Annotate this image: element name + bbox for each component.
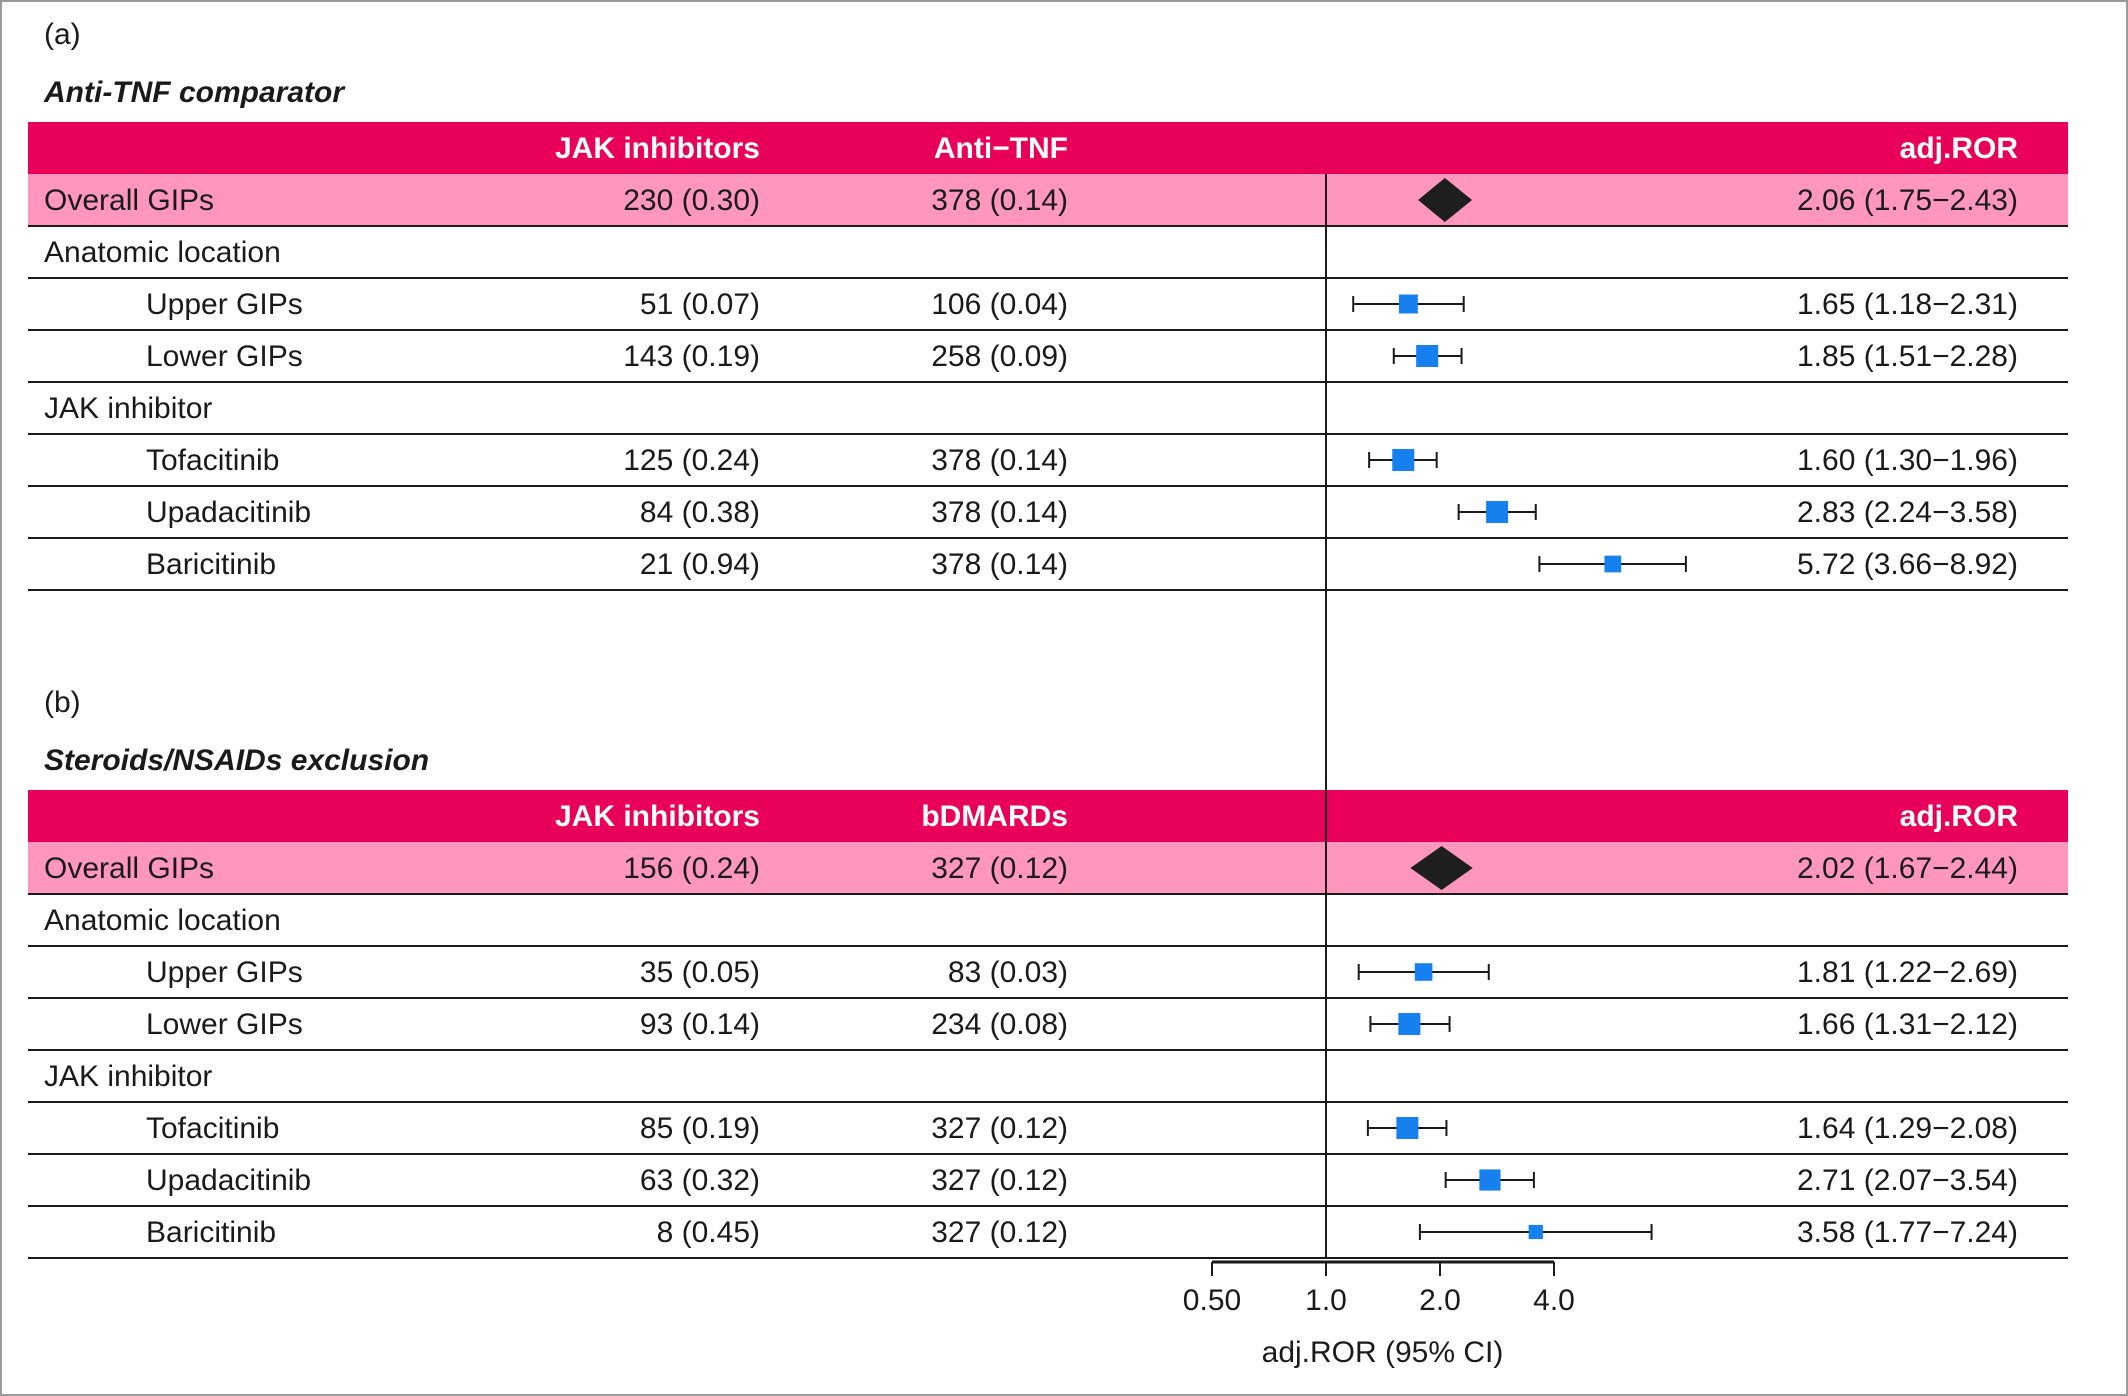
estimate-marker xyxy=(1398,294,1418,314)
ror-value: 1.64 (1.29−2.08) xyxy=(1797,1112,2018,1145)
x-tick-label: 0.50 xyxy=(1183,1284,1241,1317)
column-header-comparator: bDMARDs xyxy=(921,800,1068,833)
row-label: Baricitinib xyxy=(146,1216,276,1249)
jak-count: 35 (0.05) xyxy=(640,956,760,989)
ror-value: 1.85 (1.51−2.28) xyxy=(1797,340,2018,373)
column-header-ror: adj.ROR xyxy=(1900,132,2019,165)
estimate-marker xyxy=(1414,963,1433,981)
comparator-count: 378 (0.14) xyxy=(931,184,1068,217)
jak-count: 93 (0.14) xyxy=(640,1008,760,1041)
ror-value: 3.58 (1.77−7.24) xyxy=(1797,1216,2018,1249)
comparator-count: 327 (0.12) xyxy=(931,852,1068,885)
row-label: Tofacitinib xyxy=(146,444,279,477)
comparator-count: 234 (0.08) xyxy=(931,1008,1068,1041)
row-label: Overall GIPs xyxy=(44,184,214,217)
jak-count: 51 (0.07) xyxy=(640,288,760,321)
jak-count: 63 (0.32) xyxy=(640,1164,760,1197)
ror-value: 2.06 (1.75−2.43) xyxy=(1797,184,2018,217)
overall-diamond xyxy=(1410,846,1473,890)
overall-row-band xyxy=(28,842,2068,894)
comparator-count: 83 (0.03) xyxy=(948,956,1068,989)
comparator-count: 378 (0.14) xyxy=(931,548,1068,581)
jak-count: 85 (0.19) xyxy=(640,1112,760,1145)
ror-value: 1.66 (1.31−2.12) xyxy=(1797,1008,2018,1041)
estimate-marker xyxy=(1392,449,1415,471)
row-label: Baricitinib xyxy=(146,548,276,581)
overall-diamond xyxy=(1418,178,1473,222)
comparator-count: 378 (0.14) xyxy=(931,496,1068,529)
estimate-marker xyxy=(1528,1224,1543,1240)
x-tick-label: 4.0 xyxy=(1533,1284,1575,1317)
comparator-count: 258 (0.09) xyxy=(931,340,1068,373)
panel-label: (a) xyxy=(44,18,81,51)
table-header-bar xyxy=(28,790,2068,842)
estimate-marker xyxy=(1398,1013,1421,1035)
panel-title: Steroids/NSAIDs exclusion xyxy=(44,744,429,777)
jak-count: 230 (0.30) xyxy=(623,184,760,217)
row-label: Upadacitinib xyxy=(146,1164,311,1197)
row-label: Lower GIPs xyxy=(146,1008,303,1041)
ror-value: 2.71 (2.07−3.54) xyxy=(1797,1164,2018,1197)
x-axis-label: adj.ROR (95% CI) xyxy=(1262,1336,1504,1369)
panel-label: (b) xyxy=(44,686,81,719)
x-tick-label: 2.0 xyxy=(1419,1284,1461,1317)
group-label: Anatomic location xyxy=(44,236,281,269)
estimate-marker xyxy=(1479,1169,1501,1191)
estimate-marker xyxy=(1396,1117,1419,1139)
estimate-marker xyxy=(1604,555,1622,573)
estimate-marker xyxy=(1486,501,1509,523)
comparator-count: 106 (0.04) xyxy=(931,288,1068,321)
column-header-jak: JAK inhibitors xyxy=(555,132,760,165)
comparator-count: 327 (0.12) xyxy=(931,1112,1068,1145)
overall-row-band xyxy=(28,174,2068,226)
row-label: Upadacitinib xyxy=(146,496,311,529)
comparator-count: 327 (0.12) xyxy=(931,1216,1068,1249)
jak-count: 8 (0.45) xyxy=(657,1216,760,1249)
ror-value: 5.72 (3.66−8.92) xyxy=(1797,548,2018,581)
jak-count: 125 (0.24) xyxy=(623,444,760,477)
jak-count: 21 (0.94) xyxy=(640,548,760,581)
column-header-comparator: Anti−TNF xyxy=(934,132,1068,165)
panel-title: Anti-TNF comparator xyxy=(43,76,346,109)
row-label: Upper GIPs xyxy=(146,956,303,989)
group-label: JAK inhibitor xyxy=(44,1060,212,1093)
row-label: Overall GIPs xyxy=(44,852,214,885)
jak-count: 84 (0.38) xyxy=(640,496,760,529)
estimate-marker xyxy=(1416,345,1439,367)
group-label: Anatomic location xyxy=(44,904,281,937)
jak-count: 143 (0.19) xyxy=(623,340,760,373)
column-header-jak: JAK inhibitors xyxy=(555,800,760,833)
table-header-bar xyxy=(28,122,2068,174)
jak-count: 156 (0.24) xyxy=(623,852,760,885)
ror-value: 1.81 (1.22−2.69) xyxy=(1797,956,2018,989)
comparator-count: 327 (0.12) xyxy=(931,1164,1068,1197)
row-label: Tofacitinib xyxy=(146,1112,279,1145)
ror-value: 2.02 (1.67−2.44) xyxy=(1797,852,2018,885)
ror-value: 1.60 (1.30−1.96) xyxy=(1797,444,2018,477)
column-header-ror: adj.ROR xyxy=(1900,800,2019,833)
row-label: Lower GIPs xyxy=(146,340,303,373)
row-label: Upper GIPs xyxy=(146,288,303,321)
comparator-count: 378 (0.14) xyxy=(931,444,1068,477)
group-label: JAK inhibitor xyxy=(44,392,212,425)
ror-value: 1.65 (1.18−2.31) xyxy=(1797,288,2018,321)
x-tick-label: 1.0 xyxy=(1305,1284,1347,1317)
ror-value: 2.83 (2.24−3.58) xyxy=(1797,496,2018,529)
